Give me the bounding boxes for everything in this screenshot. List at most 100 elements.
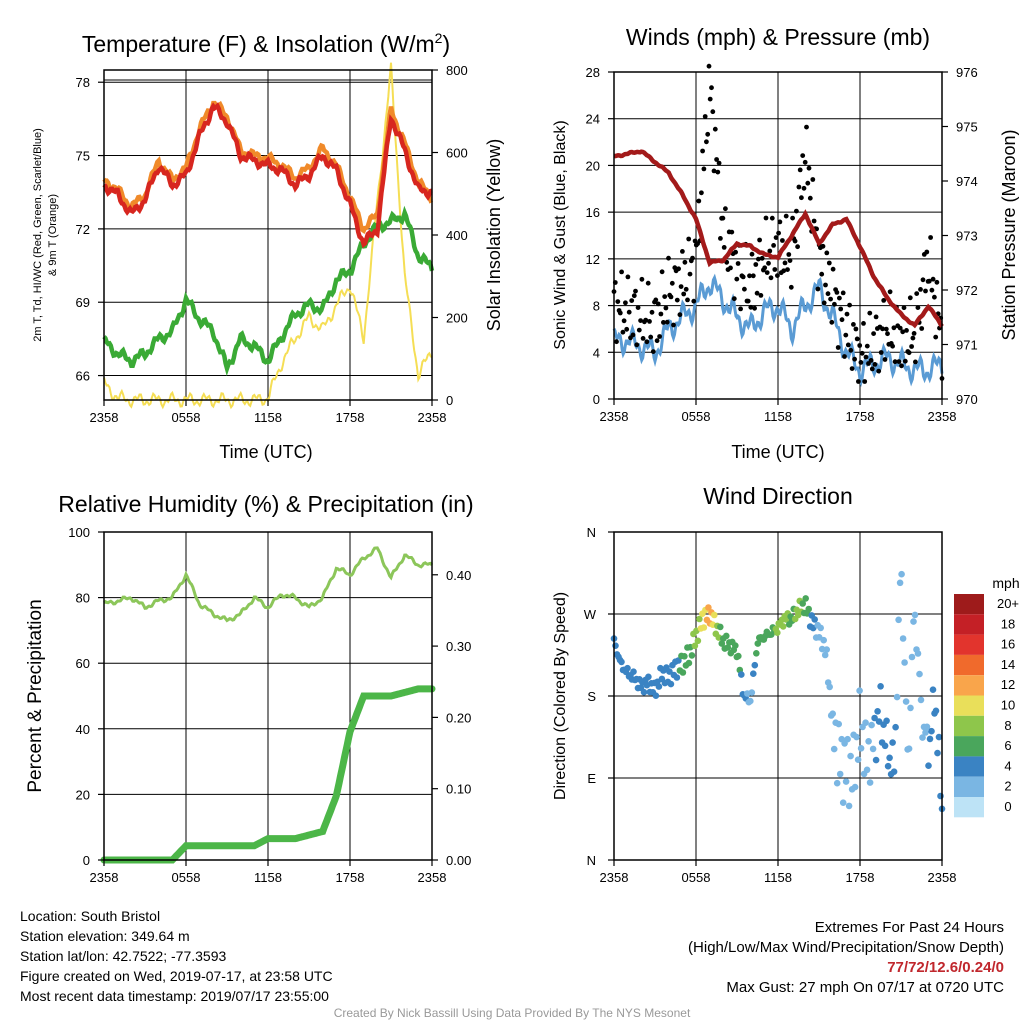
temp-xtick-label: 1758 (336, 410, 365, 425)
gust-point (851, 322, 856, 327)
direction-point (935, 733, 943, 741)
extremes-values: 77/72/12.6/0.24/0 (887, 959, 1004, 976)
temp-ytick-label: 66 (76, 369, 90, 384)
wind-axes: 2358 0558 1158 1758 235804812162024289709719… (586, 65, 978, 424)
direction-point (884, 762, 892, 770)
gust-point (640, 336, 646, 341)
gust-point (630, 332, 636, 338)
gust-point (700, 148, 705, 154)
temperature-panel: Temperature (F) & Insolation (W/m2) 2358… (32, 30, 504, 462)
direction-point (868, 721, 875, 729)
gust-point (847, 302, 852, 308)
gust-point (677, 312, 683, 318)
rh-y2tick-label: 0.40 (446, 568, 471, 583)
extremes-heading: Extremes For Past 24 Hours (814, 919, 1004, 936)
station-elevation: Station elevation: 349.64 m (20, 928, 190, 944)
dir-xtick-label: 2358 (928, 870, 957, 885)
gust-point (636, 327, 642, 333)
wind-ytick-label: 20 (586, 158, 600, 173)
gust-point (861, 321, 866, 326)
wind-y2tick-label: 973 (956, 229, 978, 244)
rh-ytick-label: 40 (76, 722, 90, 737)
direction-point (640, 688, 648, 696)
gust-point (854, 336, 860, 342)
direction-point (926, 735, 934, 743)
recent-timestamp: Most recent data timestamp: 2019/07/17 2… (20, 988, 329, 1004)
extremes-legend: (High/Low/Max Wind/Precipitation/Snow De… (688, 939, 1004, 956)
colorbar-swatch (954, 776, 984, 797)
direction-point (630, 668, 637, 675)
direction-point (842, 778, 850, 785)
wind-xtick-label: 0558 (682, 409, 711, 424)
gust-point (834, 290, 840, 295)
gust-point (825, 291, 831, 297)
gust-point (690, 255, 695, 261)
gust-point (767, 248, 773, 254)
temp-ylabel-right: Solar Insolation (Yellow) (484, 139, 504, 331)
station-latlon: Station lat/lon: 42.7522; -77.3593 (20, 948, 227, 964)
direction-point (865, 738, 872, 745)
temp-2m-line (102, 102, 433, 249)
wind-ytick-label: 8 (593, 299, 600, 314)
colorbar-swatch (954, 736, 984, 757)
temp-y2tick-label: 800 (446, 63, 468, 78)
gust-point (910, 335, 916, 341)
direction-point (652, 692, 660, 699)
rh-ytick-label: 60 (76, 656, 90, 671)
wind-xtick-label: 2358 (600, 409, 629, 424)
gust-point (635, 305, 641, 310)
gust-point (775, 273, 780, 278)
gust-point (878, 350, 884, 355)
temp-xtick-label: 1158 (254, 410, 282, 425)
direction-point (895, 616, 902, 624)
direction-point (700, 624, 708, 631)
gust-point (900, 329, 906, 335)
colorbar-label: 16 (1001, 637, 1015, 652)
gust-point (634, 342, 640, 348)
gust-point (662, 294, 668, 299)
direction-point (851, 783, 859, 791)
gust-point (862, 379, 868, 384)
gust-point (681, 291, 687, 297)
gust-point (768, 275, 774, 281)
colorbar-label: 18 (1001, 616, 1015, 631)
gust-point (790, 215, 795, 221)
gust-point (891, 325, 897, 331)
colorbar-swatch (954, 756, 984, 777)
station-info: Location: South Bristol Station elevatio… (20, 906, 333, 1006)
gust-point (729, 229, 735, 235)
gust-point (887, 289, 893, 295)
gust-point (699, 190, 704, 196)
direction-point (872, 756, 880, 764)
dir-series (610, 570, 946, 813)
colorbar-swatch (954, 695, 984, 716)
direction-point (751, 661, 759, 669)
gust-point (881, 298, 887, 303)
gust-point (714, 157, 719, 162)
gust-point (701, 166, 707, 172)
gust-point (718, 236, 723, 241)
direction-point (612, 642, 619, 649)
gust-point (676, 266, 681, 272)
direction-point (779, 623, 787, 630)
direction-point (823, 646, 830, 653)
direction-point (645, 673, 652, 681)
gust-point (934, 279, 940, 285)
gust-point (885, 331, 890, 337)
direction-point (748, 689, 756, 696)
gust-point (633, 288, 638, 294)
rh-y2tick-label: 0.00 (446, 853, 471, 868)
direction-point (896, 579, 904, 587)
gust-point (869, 366, 875, 372)
pressure-line (613, 149, 944, 329)
direction-point (919, 734, 926, 741)
gust-point (706, 63, 712, 69)
wind-ytick-label: 24 (586, 112, 600, 127)
rh-y2tick-label: 0.30 (446, 639, 471, 654)
direction-point (805, 605, 812, 613)
gust-point (800, 153, 806, 159)
rh-ytick-label: 100 (68, 525, 90, 540)
colorbar-label: 2 (1004, 779, 1011, 794)
direction-point (694, 637, 702, 645)
direction-point (679, 669, 687, 676)
